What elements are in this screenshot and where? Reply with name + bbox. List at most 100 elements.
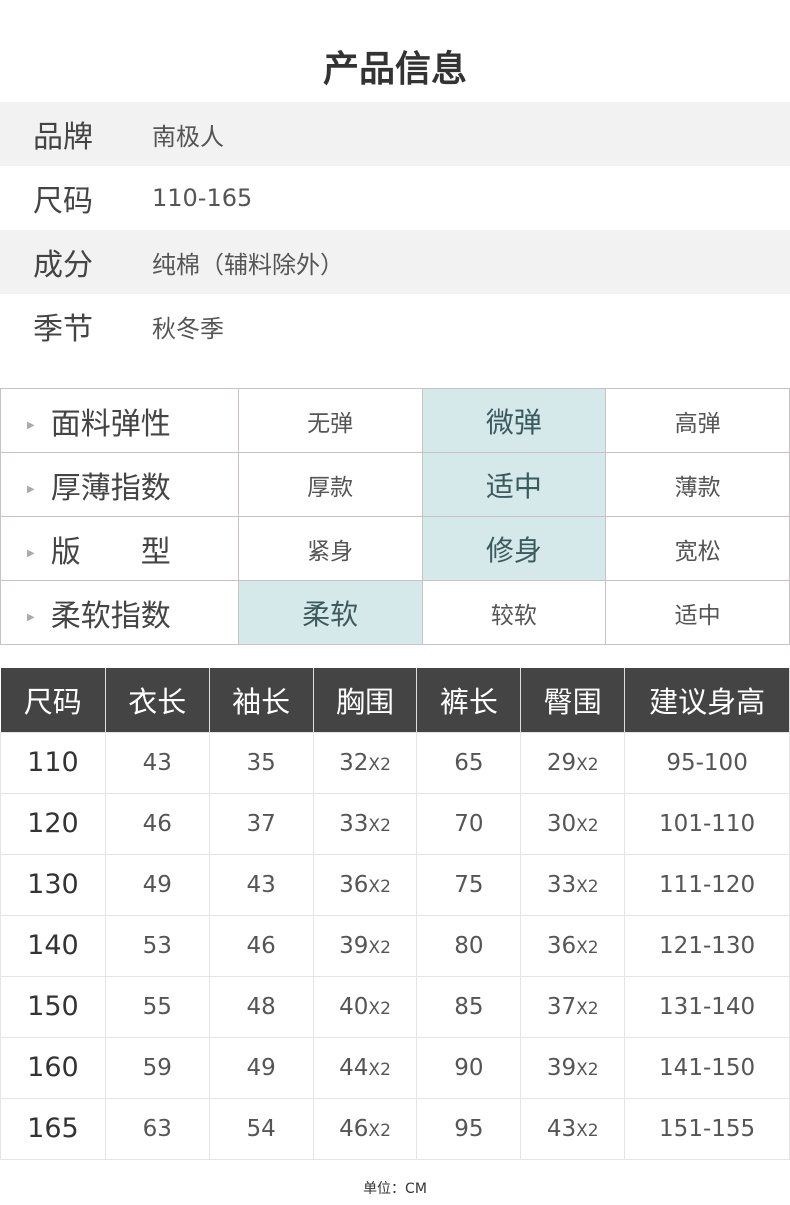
attribute-label: 版 型 [50,534,171,570]
size-cell: 120 [0,792,106,855]
attribute-option-selected: 微弹 [421,388,607,453]
size-value: 131-140 [659,993,756,1020]
size-value: 33 [339,810,369,837]
page-title: 产品信息 [322,49,467,90]
size-value: 54 [246,1115,276,1142]
size-cell: 53 [104,914,210,977]
multiplier: X2 [368,1059,391,1080]
info-label: 成分 [33,248,93,283]
size-cell: 46 [104,792,210,855]
size-value: 46 [339,1115,369,1142]
attribute-option: 薄款 [605,452,790,517]
size-header-cell: 胸围 [313,668,418,732]
size-row: 165 63 54 46X2 95 43X2 151-155 [0,1097,790,1160]
size-cell: 63 [104,1097,210,1160]
size-value: 65 [454,749,484,776]
size-value: 141-150 [659,1054,756,1081]
attribute-label-cell: ▶ 面料弹性 [0,388,239,453]
size-cell: 43 [208,853,314,916]
size-cell: 90 [416,1036,522,1099]
info-label: 尺码 [33,184,93,219]
size-value: 43 [142,749,172,776]
attribute-option: 厚款 [237,452,423,517]
attribute-table: ▶ 面料弹性 无弹 微弹 高弹 ▶ 厚薄指数 厚款 适中 薄款 ▶ 版 型紧身 修身 宽松 ▶ 柔软指数 柔软较… [0,388,790,645]
size-value: 36 [546,932,577,959]
size-cell: 151-155 [624,1097,790,1160]
size-value: 95 [454,1115,484,1142]
size-value: 120 [27,808,79,839]
multiplier: X2 [576,876,599,897]
info-row: 尺码 110-165 [0,166,790,230]
size-value: 44 [339,1054,369,1081]
size-cell: 150 [0,975,106,1038]
attribute-label: 面料弹性 [50,406,171,442]
size-row: 160 59 49 44X2 90 39X2 141-150 [0,1036,790,1099]
size-cell: 29X2 [520,731,626,794]
size-cell: 39X2 [312,914,418,977]
attribute-label-cell: ▶ 柔软指数 [0,580,239,645]
size-header-cell: 袖长 [209,668,314,732]
size-value: 150 [27,991,79,1022]
info-value: 110-165 [152,184,253,212]
size-cell: 43X2 [520,1097,626,1160]
attribute-row: ▶ 面料弹性 无弹 微弹 高弹 [0,388,790,453]
size-value: 59 [142,1054,172,1081]
info-row: 成分 纯棉（辅料除外） [0,230,790,294]
multiplier: X2 [368,754,391,775]
size-value: 46 [246,932,276,959]
attribute-option: 适中 [605,580,790,645]
size-value: 90 [454,1054,484,1081]
attribute-option: 高弹 [605,388,790,453]
size-cell: 101-110 [624,792,790,855]
size-row: 120 46 37 33X2 70 30X2 101-110 [0,792,790,855]
multiplier: X2 [576,1120,599,1141]
size-value: 70 [454,810,484,837]
multiplier: X2 [368,876,391,897]
size-header-cell: 尺码 [0,668,106,732]
attribute-option: 紧身 [237,516,423,581]
info-value: 秋冬季 [152,314,224,343]
multiplier: X2 [576,937,599,958]
size-cell: 110 [0,731,106,794]
triangle-right-icon: ▶ [27,611,35,623]
attribute-option-selected: 柔软 [237,580,423,645]
size-cell: 46X2 [312,1097,418,1160]
size-value: 160 [27,1052,79,1083]
size-cell: 44X2 [312,1036,418,1099]
size-value: 43 [546,1115,577,1142]
product-info-list: 品牌 南极人 尺码 110-165 成分 纯棉（辅料除外） 季节 秋冬季 [0,102,790,358]
size-value: 40 [339,993,369,1020]
size-value: 130 [27,869,79,900]
size-value: 63 [142,1115,172,1142]
multiplier: X2 [368,1120,391,1141]
size-cell: 49 [208,1036,314,1099]
size-header-cell: 臀围 [520,668,626,732]
attribute-option: 较软 [421,580,607,645]
size-row: 130 49 43 36X2 75 33X2 111-120 [0,853,790,916]
size-value: 55 [142,993,172,1020]
size-cell: 70 [416,792,522,855]
size-value: 29 [546,749,577,776]
size-row: 140 53 46 39X2 80 36X2 121-130 [0,914,790,977]
size-cell: 95 [416,1097,522,1160]
attribute-label: 柔软指数 [50,598,171,634]
info-value: 南极人 [152,122,224,151]
size-value: 49 [246,1054,276,1081]
multiplier: X2 [368,815,391,836]
size-value: 30 [546,810,577,837]
size-cell: 130 [0,853,106,916]
info-row: 品牌 南极人 [0,102,790,166]
size-value: 140 [27,930,79,961]
size-value: 95-100 [666,749,748,776]
size-value: 75 [454,871,484,898]
size-cell: 160 [0,1036,106,1099]
size-cell: 33X2 [520,853,626,916]
multiplier: X2 [576,815,599,836]
attribute-label: 厚薄指数 [50,470,171,506]
size-cell: 95-100 [624,731,790,794]
multiplier: X2 [576,1059,599,1080]
triangle-right-icon: ▶ [27,483,35,495]
size-value: 110 [27,747,79,778]
size-value: 49 [142,871,172,898]
size-value: 48 [246,993,276,1020]
